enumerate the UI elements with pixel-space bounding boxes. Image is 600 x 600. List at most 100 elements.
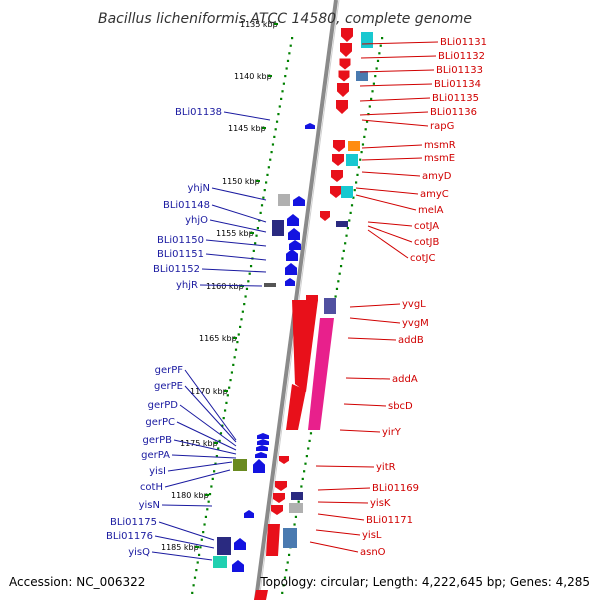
scale-labels: 1135 kbp 1140 kbp 1145 kbp 1150 kbp 1155 kbp…	[161, 20, 278, 552]
leader-sbcd	[343, 403, 387, 407]
label-leader-lines	[151, 41, 439, 561]
gene-label-bli01175: BLi01175	[110, 517, 157, 528]
gene-label-bli01136: BLi01136	[430, 107, 477, 118]
scale-tick	[268, 75, 272, 77]
tick-dot	[249, 265, 253, 268]
tick-dot	[334, 295, 337, 298]
tick-dot	[229, 379, 232, 382]
tick-dot	[267, 166, 270, 169]
gene-label-gerpd: gerPD	[148, 400, 179, 411]
tick-dot	[356, 173, 359, 176]
gene-label-sbcd: sbcD	[388, 401, 413, 412]
tick-dot	[375, 67, 378, 70]
steel-feature	[283, 528, 297, 548]
navy-feature	[336, 221, 348, 227]
scale-label: 1175 kbp	[180, 439, 218, 448]
gene-arrow-forward-asno	[266, 524, 280, 556]
gene-label-bli01151: BLi01151	[157, 249, 204, 260]
gene-label-bli01133: BLi01133	[436, 65, 483, 76]
tick-dot	[286, 59, 290, 62]
tick-dot	[301, 477, 304, 480]
magenta-feature	[308, 318, 334, 430]
leader-addb	[347, 337, 397, 341]
gene-label-yisq: yisQ	[128, 547, 150, 558]
tick-dot	[214, 462, 217, 465]
leader-bli01136	[359, 111, 429, 116]
tick-dot	[245, 287, 249, 290]
scale-label: 1145 kbp	[228, 124, 266, 133]
tick-dot	[217, 447, 220, 450]
leader-bli01148	[211, 204, 267, 223]
leader-gerpe	[184, 385, 237, 443]
tick-dot	[286, 561, 289, 564]
leader-yisl	[315, 529, 361, 536]
gene-arrow-forward	[341, 28, 353, 42]
tick-dot	[294, 515, 298, 518]
cyan-feature	[361, 32, 373, 48]
tick-dot	[350, 204, 354, 207]
gene-label-yisk: yisK	[370, 498, 391, 509]
scale-tick	[214, 442, 218, 444]
gene-arrow-forward-addb	[292, 300, 318, 392]
map-title: Bacillus licheniformis ATCC 14580, compl…	[98, 11, 472, 27]
tick-dot	[297, 500, 300, 503]
scale-label: 1140 kbp	[234, 72, 272, 81]
tick-dot	[258, 219, 261, 222]
leader-yhjo	[209, 219, 267, 233]
gene-label-bli01132: BLi01132	[438, 51, 485, 62]
tick-dot	[307, 447, 310, 450]
tick-dot	[254, 242, 257, 245]
tick-dot	[371, 90, 374, 93]
tick-dot	[364, 128, 367, 131]
tick-dot	[211, 477, 214, 480]
leader-yisk	[317, 501, 369, 504]
scale-tick	[224, 390, 228, 392]
tick-dot	[203, 523, 206, 526]
leader-bli01138	[223, 111, 271, 121]
gene-label-amyc: amyC	[420, 189, 449, 200]
gene-label-bli01169: BLi01169	[372, 483, 419, 494]
gene-arrow-forward	[340, 43, 352, 57]
gene-label-adda: addA	[392, 374, 418, 385]
scale-tick	[195, 546, 199, 548]
tick-dot	[244, 295, 247, 298]
gene-label-bli01176: BLi01176	[106, 531, 153, 542]
gene-label-yvgl: yvgL	[402, 299, 426, 310]
leader-mela	[355, 194, 417, 211]
tick-dot	[309, 432, 313, 435]
leader-bli01135	[359, 97, 431, 102]
gene-arrow-forward-sbcd	[286, 384, 306, 430]
leader-bli01134	[359, 83, 433, 87]
tick-dot	[255, 234, 258, 237]
gene-label-yhjn: yhjN	[187, 183, 210, 194]
tick-dot	[344, 242, 347, 245]
gene-arrow-forward	[339, 58, 351, 70]
gene-label-cotjb: cotJB	[414, 237, 439, 248]
scale-tick	[262, 127, 266, 129]
tick-dot	[341, 257, 344, 260]
leader-cotjc	[367, 229, 409, 259]
leader-msme	[361, 157, 423, 161]
navy-feature	[272, 220, 284, 236]
tick-dot	[339, 265, 343, 268]
gene-arrow-reverse	[293, 196, 305, 206]
orange-feature	[348, 141, 360, 151]
gene-label-gerpa: gerPA	[141, 450, 170, 461]
tick-dot	[233, 356, 236, 359]
tick-dot	[252, 249, 255, 252]
tick-dot	[282, 584, 285, 587]
gene-label-addb: addB	[398, 335, 424, 346]
leader-bli01176	[154, 535, 215, 549]
leader-bli01175	[158, 521, 215, 541]
tick-dot	[226, 394, 229, 397]
tick-dot	[232, 363, 235, 366]
gene-arrow-reverse	[253, 459, 265, 473]
gene-label-cotja: cotJA	[414, 221, 439, 232]
tick-dot	[193, 576, 197, 579]
tick-dot	[359, 158, 362, 161]
tick-dot	[289, 44, 292, 47]
tick-dot	[206, 508, 209, 511]
gray-feature	[278, 194, 290, 206]
gene-label-asno: asnO	[360, 547, 386, 558]
